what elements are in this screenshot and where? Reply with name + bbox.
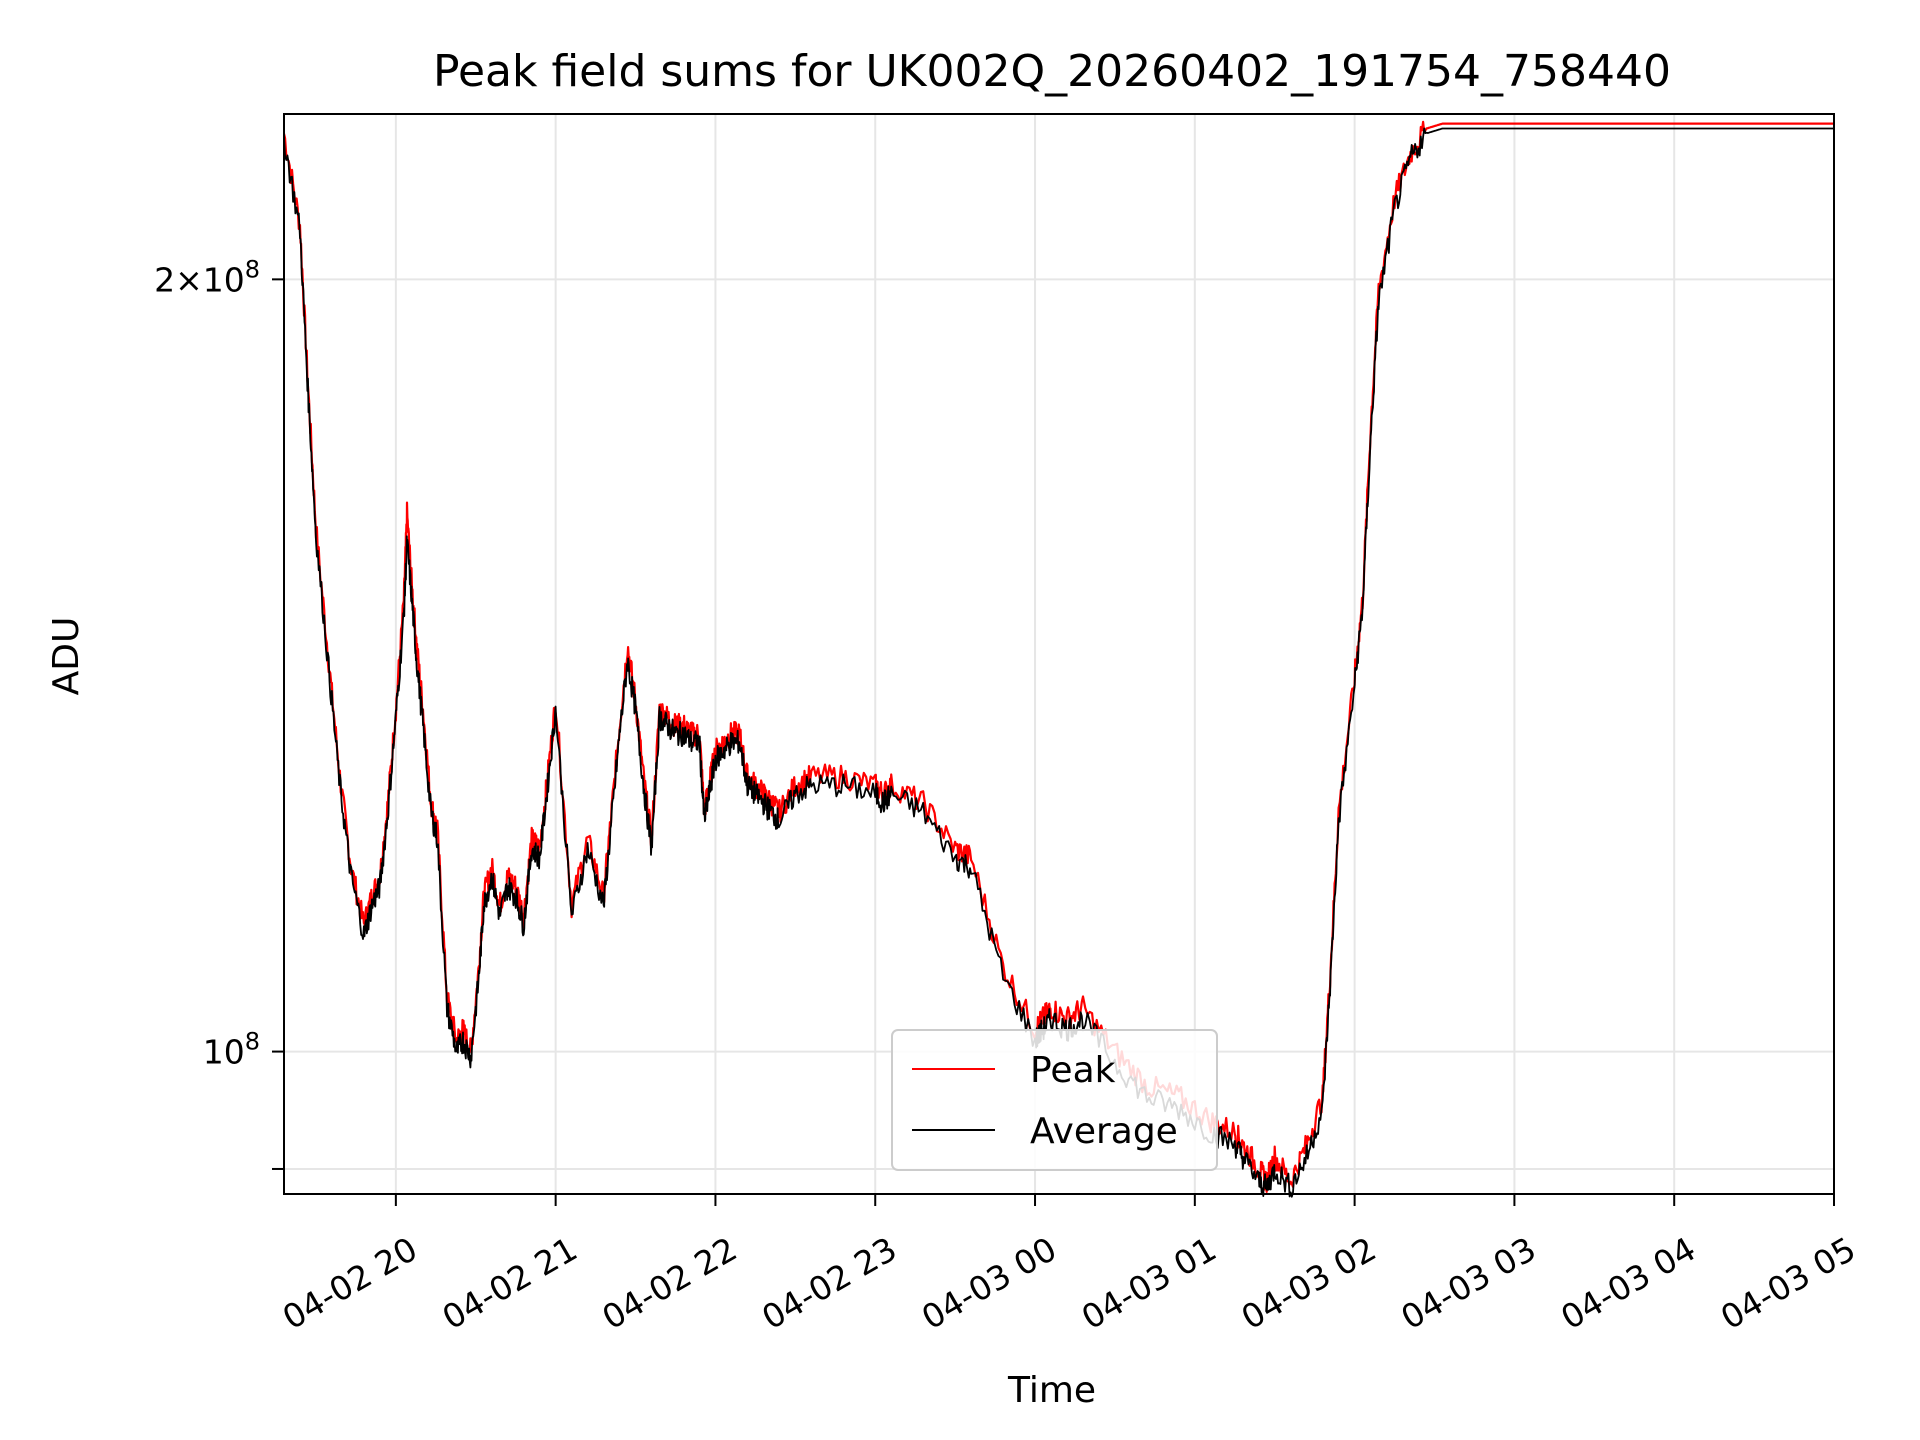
x-tick-label: 04-03 05 — [1714, 1229, 1862, 1337]
x-axis-label: Time — [1007, 1370, 1096, 1411]
legend: Peak Average — [891, 1029, 1218, 1171]
x-tick-label: 04-03 03 — [1394, 1229, 1542, 1337]
plot-frame — [283, 113, 1835, 1195]
x-tick-label: 04-03 04 — [1554, 1229, 1702, 1337]
series-line-average — [283, 127, 1835, 1198]
chart-title: Peak field sums for UK002Q_20260402_1917… — [433, 46, 1671, 97]
x-tick-label: 04-03 00 — [915, 1229, 1063, 1337]
y-axis-label: ADU — [46, 617, 87, 696]
legend-label-average: Average — [1030, 1111, 1178, 1152]
y-tick-label: 108 — [203, 1028, 260, 1072]
x-tick-label: 04-02 20 — [276, 1229, 424, 1337]
x-tick-label: 04-02 21 — [436, 1229, 584, 1337]
legend-label-peak: Peak — [1030, 1050, 1116, 1091]
legend-box — [891, 1029, 1218, 1171]
y-ticks: 2×108 108 — [154, 255, 284, 1170]
x-tick-label: 04-03 02 — [1235, 1229, 1383, 1337]
y-tick-label: 2×108 — [154, 255, 260, 299]
series-layer — [282, 120, 1835, 1198]
x-tick-label: 04-02 22 — [595, 1229, 743, 1337]
x-ticks: 04-02 20 04-02 21 04-02 22 04-02 23 04-03 00… — [276, 1194, 1862, 1337]
x-tick-label: 04-02 23 — [755, 1229, 903, 1337]
series-line-peak — [282, 120, 1835, 1194]
x-tick-label: 04-03 01 — [1075, 1229, 1223, 1337]
